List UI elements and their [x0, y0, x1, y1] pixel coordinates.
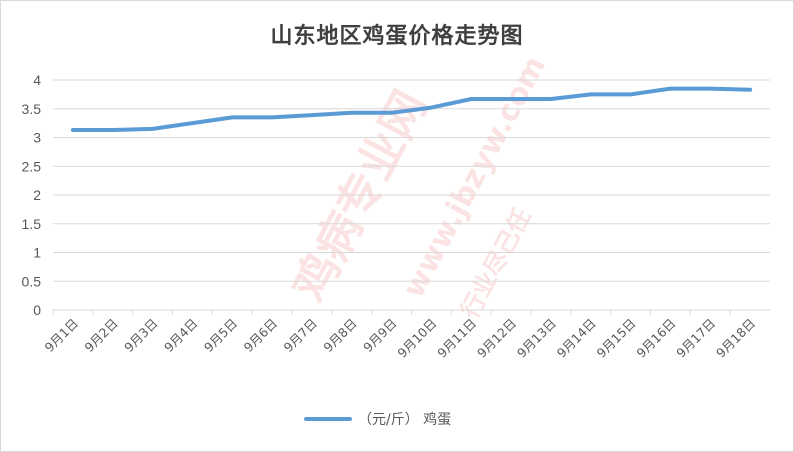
x-axis: 9月1日 9月2日 9月3日 9月4日 9月5日 9月6日 9月7日 9月8日 9月9日9月10… [42, 310, 758, 361]
y-tick-label: 3 [33, 130, 41, 146]
watermark: 鸡病专业网 www.jbzyw.com 行业尽己任 [282, 50, 553, 323]
y-axis: 0 0.5 1 1.5 2 2.5 3 3.5 4 [22, 72, 42, 318]
series [70, 86, 753, 132]
x-tick-label: 9月15日 [594, 316, 639, 361]
x-tick-label: 9月4日 [161, 316, 201, 356]
x-tick-label: 9月13日 [514, 316, 559, 361]
x-tick-label: 9月9日 [360, 316, 400, 356]
y-tick-label: 3.5 [22, 101, 42, 117]
x-tick-label: 9月10日 [394, 316, 439, 361]
legend-label: （元/斤） 鸡蛋 [358, 411, 451, 428]
y-tick-label: 0 [33, 302, 41, 318]
x-tick-label: 9月11日 [434, 316, 479, 361]
y-tick-label: 1.5 [22, 216, 42, 232]
series-line [70, 86, 753, 132]
x-tick-label: 9月8日 [320, 316, 360, 356]
x-tick-label: 9月17日 [673, 316, 718, 361]
y-tick-label: 4 [33, 72, 41, 88]
x-tick-label: 9月18日 [713, 316, 758, 361]
x-tick-label: 9月2日 [81, 316, 121, 356]
x-tick-label: 9月14日 [554, 316, 599, 361]
x-tick-label: 9月6日 [241, 316, 281, 356]
watermark-url: www.jbzyw.com [396, 50, 553, 303]
y-tick-label: 0.5 [22, 273, 42, 289]
x-tick-label: 9月7日 [281, 316, 321, 356]
y-tick-label: 2.5 [22, 158, 42, 174]
x-tick-label: 9月3日 [121, 316, 161, 356]
x-tick-label: 9月1日 [42, 316, 82, 356]
x-tick-label: 9月5日 [201, 316, 241, 356]
chart-title: 山东地区鸡蛋价格走势图 [270, 24, 524, 49]
y-tick-label: 2 [33, 187, 41, 203]
x-tick-label: 9月16日 [633, 316, 678, 361]
y-tick-label: 1 [33, 245, 41, 261]
legend: （元/斤） 鸡蛋 [304, 411, 451, 428]
x-tick-label: 9月12日 [474, 316, 519, 361]
